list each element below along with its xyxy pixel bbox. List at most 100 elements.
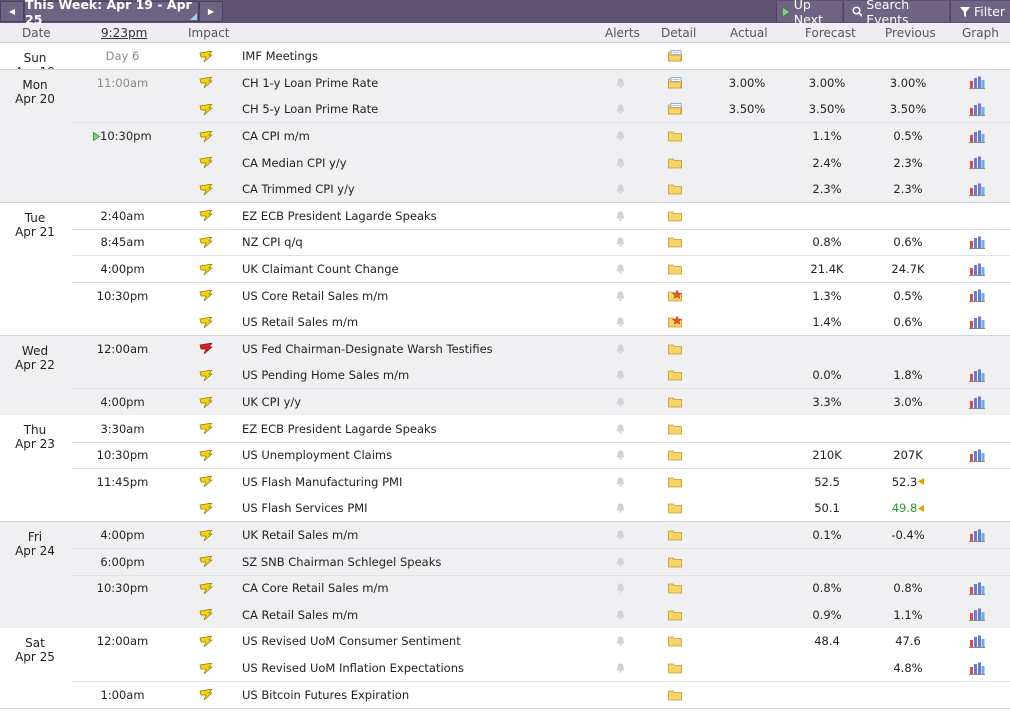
detail-button[interactable] <box>668 149 682 176</box>
search-events-button[interactable]: Search Events <box>843 0 949 27</box>
event-row[interactable]: 8:45am NZ CPI q/q 0.8% 0.6% <box>0 229 1010 256</box>
event-title[interactable]: EZ ECB President Lagarde Speaks <box>242 208 437 223</box>
event-title[interactable]: CA Retail Sales m/m <box>242 607 359 622</box>
event-title[interactable]: US Fed Chairman-Designate Warsh Testifie… <box>242 341 493 356</box>
alert-button[interactable] <box>616 442 625 469</box>
event-row[interactable]: US Pending Home Sales m/m 0.0% 1.8% <box>0 362 1010 389</box>
detail-button[interactable] <box>668 43 682 70</box>
graph-button[interactable] <box>969 522 985 549</box>
detail-button[interactable] <box>668 415 682 442</box>
alert-button[interactable] <box>616 362 625 389</box>
detail-button[interactable] <box>668 602 682 629</box>
alert-button[interactable] <box>616 282 625 309</box>
event-title[interactable]: US Flash Manufacturing PMI <box>242 474 403 489</box>
event-title[interactable]: UK Claimant Count Change <box>242 262 399 277</box>
detail-button[interactable] <box>668 442 682 469</box>
event-row[interactable]: CA Trimmed CPI y/y 2.3% 2.3% <box>0 176 1010 203</box>
event-title[interactable]: US Bitcoin Futures Expiration <box>242 687 410 702</box>
event-title[interactable]: CA CPI m/m <box>242 129 310 144</box>
event-row[interactable]: 4:00pm UK CPI y/y 3.3% 3.0% <box>0 389 1010 416</box>
alert-button[interactable] <box>616 655 625 682</box>
event-row[interactable]: 3:30am EZ ECB President Lagarde Speaks <box>0 415 1010 442</box>
graph-button[interactable] <box>969 389 985 416</box>
detail-button[interactable] <box>668 469 682 496</box>
event-title[interactable]: UK CPI y/y <box>242 395 302 410</box>
graph-button[interactable] <box>969 628 985 655</box>
event-title[interactable]: SZ SNB Chairman Schlegel Speaks <box>242 554 442 569</box>
detail-button[interactable] <box>668 522 682 549</box>
alert-button[interactable] <box>616 575 625 602</box>
event-row[interactable]: 10:30pm CA CPI m/m 1.1% 0.5% <box>0 123 1010 150</box>
event-row[interactable]: CA Median CPI y/y 2.4% 2.3% <box>0 149 1010 176</box>
header-current-time[interactable]: 9:23pm <box>101 26 148 40</box>
detail-button[interactable] <box>668 229 682 256</box>
alert-button[interactable] <box>616 149 625 176</box>
event-title[interactable]: NZ CPI q/q <box>242 235 303 250</box>
detail-button[interactable] <box>668 282 682 309</box>
event-title[interactable]: US Unemployment Claims <box>242 448 393 463</box>
detail-button[interactable] <box>668 628 682 655</box>
graph-button[interactable] <box>969 309 985 336</box>
detail-button[interactable] <box>668 176 682 203</box>
event-row[interactable]: 10:30pm US Core Retail Sales m/m 1.3% 0.5% <box>0 282 1010 309</box>
event-title[interactable]: US Retail Sales m/m <box>242 315 359 330</box>
event-row[interactable]: 12:00am US Revised UoM Consumer Sentiment… <box>0 628 1010 655</box>
graph-button[interactable] <box>969 70 985 97</box>
alert-button[interactable] <box>616 469 625 496</box>
event-title[interactable]: CA Core Retail Sales m/m <box>242 581 389 596</box>
alert-button[interactable] <box>616 548 625 575</box>
event-title[interactable]: US Core Retail Sales m/m <box>242 288 389 303</box>
detail-button[interactable] <box>668 96 682 123</box>
detail-button[interactable] <box>668 548 682 575</box>
event-title[interactable]: US Revised UoM Consumer Sentiment <box>242 634 461 649</box>
graph-button[interactable] <box>969 256 985 283</box>
detail-button[interactable] <box>668 203 682 230</box>
detail-button[interactable] <box>668 362 682 389</box>
filter-button[interactable]: Filter <box>950 1 1010 22</box>
graph-button[interactable] <box>969 96 985 123</box>
detail-button[interactable] <box>668 309 682 336</box>
event-title[interactable]: EZ ECB President Lagarde Speaks <box>242 421 437 436</box>
event-row[interactable]: US Retail Sales m/m 1.4% 0.6% <box>0 309 1010 336</box>
graph-button[interactable] <box>969 176 985 203</box>
alert-button[interactable] <box>616 495 625 522</box>
graph-button[interactable] <box>969 229 985 256</box>
event-row[interactable]: 10:30pm CA Core Retail Sales m/m 0.8% 0.8% <box>0 575 1010 602</box>
alert-button[interactable] <box>616 256 625 283</box>
graph-button[interactable] <box>969 149 985 176</box>
detail-button[interactable] <box>668 495 682 522</box>
alert-button[interactable] <box>616 336 625 363</box>
event-row[interactable]: US Revised UoM Inflation Expectations 4.8… <box>0 655 1010 682</box>
event-title[interactable]: US Revised UoM Inflation Expectations <box>242 661 464 676</box>
event-row[interactable]: 6:00pm SZ SNB Chairman Schlegel Speaks <box>0 548 1010 575</box>
event-row[interactable]: 10:30pm US Unemployment Claims 210K 207K <box>0 442 1010 469</box>
alert-button[interactable] <box>616 70 625 97</box>
event-row[interactable]: 1:00am US Bitcoin Futures Expiration <box>0 681 1010 708</box>
graph-button[interactable] <box>969 575 985 602</box>
event-title[interactable]: CH 5-y Loan Prime Rate <box>242 102 379 117</box>
event-row[interactable]: Day 6 IMF Meetings <box>0 43 1010 70</box>
detail-button[interactable] <box>668 70 682 97</box>
alert-button[interactable] <box>616 389 625 416</box>
alert-button[interactable] <box>616 203 625 230</box>
alert-button[interactable] <box>616 309 625 336</box>
up-next-button[interactable]: Up Next <box>776 0 842 27</box>
graph-button[interactable] <box>969 282 985 309</box>
alert-button[interactable] <box>616 229 625 256</box>
prev-week-button[interactable]: ◀ <box>0 1 24 22</box>
event-row[interactable]: CA Retail Sales m/m 0.9% 1.1% <box>0 602 1010 629</box>
alert-button[interactable] <box>616 96 625 123</box>
event-title[interactable]: CA Median CPI y/y <box>242 155 347 170</box>
detail-button[interactable] <box>668 389 682 416</box>
graph-button[interactable] <box>969 655 985 682</box>
alert-button[interactable] <box>616 522 625 549</box>
alert-button[interactable] <box>616 123 625 150</box>
event-title[interactable]: CA Trimmed CPI y/y <box>242 182 355 197</box>
graph-button[interactable] <box>969 362 985 389</box>
alert-button[interactable] <box>616 176 625 203</box>
event-row[interactable]: CH 5-y Loan Prime Rate 3.50% 3.50% 3.50% <box>0 96 1010 123</box>
event-row[interactable]: 4:00pm UK Claimant Count Change 21.4K 24.7K <box>0 256 1010 283</box>
event-title[interactable]: UK Retail Sales m/m <box>242 528 359 543</box>
event-title[interactable]: CH 1-y Loan Prime Rate <box>242 75 379 90</box>
detail-button[interactable] <box>668 336 682 363</box>
